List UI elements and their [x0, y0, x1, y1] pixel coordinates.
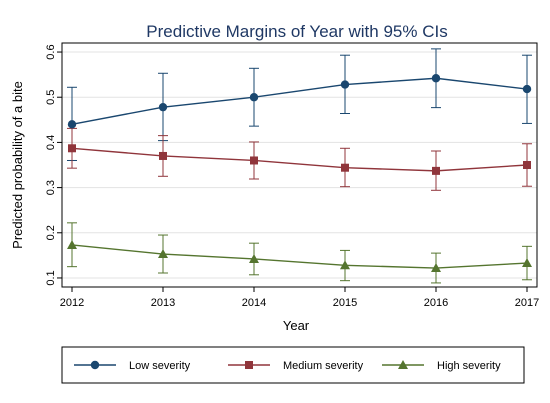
medium-severity-point	[523, 161, 531, 169]
low-severity-legend-label: Low severity	[129, 360, 191, 372]
high-severity-legend-label: High severity	[437, 360, 501, 372]
high-severity-point	[431, 263, 441, 273]
low-severity-point	[431, 74, 441, 83]
x-tick-label: 2013	[151, 297, 175, 309]
high-severity-line	[71, 244, 528, 269]
x-axis-label: Year	[283, 318, 310, 333]
y-tick-label: 0.4	[45, 135, 57, 150]
y-tick-label: 0.2	[45, 225, 57, 240]
medium-severity-legend-marker	[245, 361, 253, 369]
low-severity-legend-marker	[90, 360, 100, 370]
medium-severity-point	[68, 144, 76, 153]
high-severity-point	[67, 239, 77, 249]
axes: 0.1 0.2 0.3 0.4 0.5 0.6 2012 2013 2014 2015 2016 20…	[45, 42, 539, 309]
x-tick-label: 2014	[242, 297, 266, 309]
plot-frame	[61, 42, 538, 288]
medium-severity-point	[341, 163, 349, 172]
y-tick-label: 0.6	[45, 44, 57, 59]
x-tick-label: 2016	[424, 297, 448, 309]
medium-severity-legend-label: Medium severity	[283, 360, 364, 372]
low-severity-point	[158, 102, 168, 112]
high-severity-point	[249, 253, 259, 263]
low-severity-line	[71, 77, 528, 126]
high-severity-point	[522, 258, 532, 268]
chart-title: Predictive Margins of Year with 95% CIs	[146, 22, 447, 41]
x-tick-label: 2015	[333, 297, 357, 309]
low-severity-point	[522, 84, 532, 94]
low-severity-point	[249, 93, 259, 102]
y-tick-label: 0.1	[45, 270, 57, 285]
low-severity-point	[67, 120, 77, 129]
medium-severity-line	[71, 147, 528, 172]
high-severity-point	[340, 260, 350, 270]
x-tick-label: 2012	[60, 297, 84, 309]
medium-severity-point	[159, 151, 167, 160]
legend: Low severity Medium severity High severity	[61, 346, 525, 384]
series-lines	[71, 77, 528, 269]
series-markers	[67, 74, 532, 273]
x-tick-label: 2017	[515, 297, 539, 309]
medium-severity-point	[432, 166, 440, 175]
legend-box	[61, 346, 525, 384]
y-axis-label: Predicted probability of a bite	[10, 81, 25, 249]
low-severity-point	[340, 80, 350, 89]
gridlines	[62, 51, 537, 279]
high-severity-legend-marker	[398, 360, 408, 369]
y-tick-label: 0.3	[45, 180, 57, 195]
medium-severity-point	[250, 156, 258, 165]
y-tick-label: 0.5	[45, 90, 57, 105]
high-severity-point	[158, 249, 168, 259]
